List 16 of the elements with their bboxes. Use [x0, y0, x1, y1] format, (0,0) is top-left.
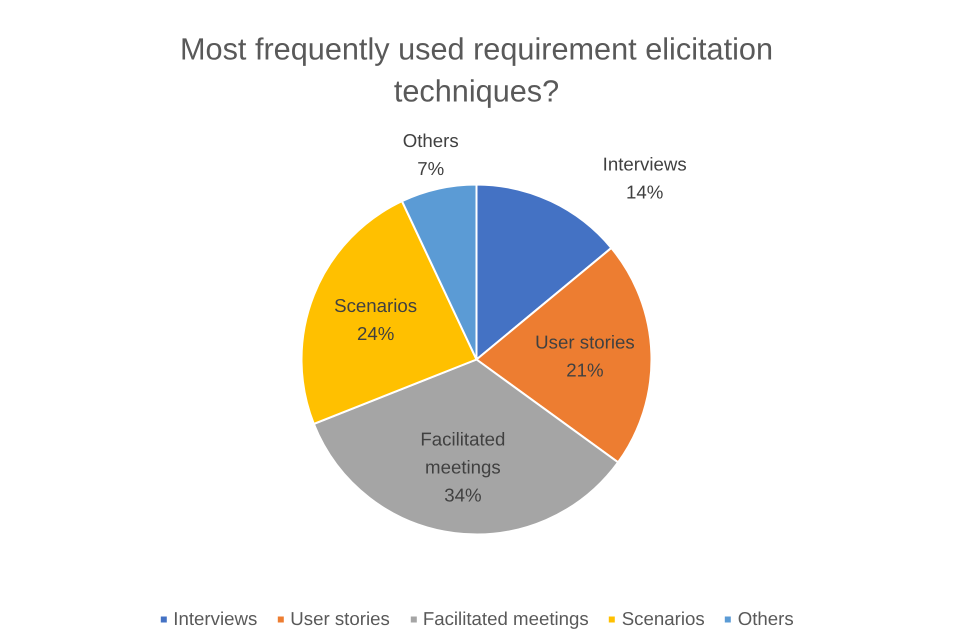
slice-label: Scenarios	[334, 295, 418, 316]
slice-label: Interviews	[602, 154, 687, 175]
legend-label: Others	[738, 608, 794, 630]
slice-label: User stories	[535, 332, 635, 353]
legend-label: Scenarios	[622, 608, 705, 630]
data-label: 34%	[444, 484, 482, 506]
slice-label: Others	[402, 130, 459, 152]
chart-title: Most frequently used requirement elicitation techniques?	[180, 32, 774, 108]
data-label: 21%	[566, 360, 604, 381]
data-label: 14%	[626, 182, 664, 203]
data-label: 24%	[356, 323, 394, 344]
legend-label: User stories	[290, 608, 390, 630]
legend-label: Facilitated meetings	[422, 608, 589, 630]
legend-label: Interviews	[173, 608, 258, 630]
data-label: 7%	[417, 158, 444, 180]
slice-label: Facilitated meetings	[420, 428, 506, 478]
